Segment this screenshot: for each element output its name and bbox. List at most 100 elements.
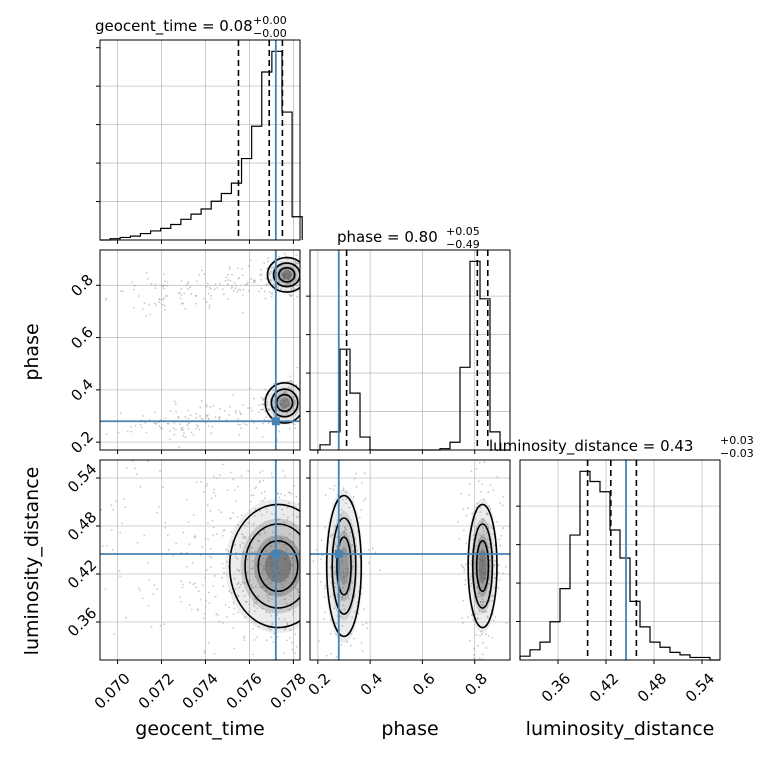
sample-point: [262, 403, 265, 406]
sample-point: [265, 277, 267, 280]
sample-point: [237, 582, 240, 584]
sample-point: [192, 514, 195, 517]
sample-point: [245, 600, 248, 603]
sample-point: [263, 418, 266, 421]
sample-point: [475, 586, 478, 589]
sample-point: [211, 519, 214, 522]
hist-panel-luminosity_distance: 0.36 0.42 0.48 0.54: [516, 459, 721, 706]
sample-point: [218, 509, 220, 512]
density-level-geocent_time_vs_phase-1-3: [279, 397, 290, 409]
sample-point: [211, 426, 214, 428]
sample-point: [319, 580, 322, 583]
sample-point: [330, 535, 332, 538]
sample-point: [362, 608, 365, 611]
sample-point: [333, 607, 336, 610]
sample-point: [242, 590, 244, 592]
sample-point: [147, 562, 149, 564]
sample-point: [158, 298, 161, 300]
sample-point: [265, 639, 268, 642]
sample-point: [329, 567, 332, 569]
sample-point: [478, 461, 481, 464]
sample-point: [129, 426, 132, 428]
sample-point: [285, 398, 288, 401]
sample-point: [353, 610, 356, 613]
sample-point: [252, 653, 255, 656]
scatter-geocent_time_vs_phase-yticklabel-0: 0.2: [67, 428, 97, 458]
sample-point: [271, 561, 273, 563]
sample-point: [105, 297, 108, 300]
sample-point: [209, 547, 212, 550]
sample-point: [80, 639, 82, 641]
sample-point: [258, 540, 261, 542]
sample-point: [240, 474, 243, 477]
contour-phase_vs_luminosity_distance-0-2: [475, 539, 490, 592]
sample-point: [205, 600, 208, 602]
sample-point: [288, 533, 291, 536]
sample-point: [218, 474, 221, 477]
density-level-phase_vs_luminosity_distance-1-1: [330, 511, 358, 621]
sample-point: [481, 483, 484, 486]
sample-point: [271, 476, 274, 479]
sample-point: [258, 404, 261, 406]
contour-geocent_time_vs_luminosity_distance-0-0: [228, 503, 300, 629]
sample-point: [193, 536, 196, 539]
sample-point: [113, 633, 116, 635]
sample-point: [494, 616, 497, 619]
sample-point: [276, 567, 279, 570]
sample-point: [253, 515, 256, 517]
sample-point: [334, 570, 337, 573]
sample-point: [482, 526, 484, 529]
sample-point: [281, 261, 284, 263]
sample-point: [111, 549, 114, 552]
sample-point: [177, 415, 180, 418]
sample-point: [261, 607, 264, 610]
sample-point: [493, 587, 496, 589]
sample-point: [270, 565, 272, 568]
sample-point: [183, 292, 186, 295]
sample-point: [281, 407, 284, 410]
sample-point: [257, 533, 260, 536]
sample-point: [311, 271, 313, 273]
sample-point: [227, 550, 230, 553]
sample-point: [322, 637, 324, 639]
sample-point: [180, 580, 183, 583]
sample-point: [104, 299, 107, 302]
sample-point: [195, 413, 198, 415]
sample-point: [478, 579, 481, 582]
sample-point: [277, 278, 280, 281]
sample-point: [269, 278, 272, 281]
sample-point: [295, 254, 298, 257]
sample-point: [311, 596, 313, 598]
sample-point: [462, 529, 465, 532]
sample-point: [250, 277, 253, 280]
sample-point: [488, 505, 491, 508]
sample-point: [207, 538, 209, 541]
sample-point: [355, 472, 357, 475]
sample-point: [324, 526, 327, 529]
sample-point: [350, 443, 352, 445]
sample-point: [480, 571, 483, 574]
sample-point: [195, 280, 198, 283]
sample-point: [173, 433, 176, 436]
sample-point: [277, 636, 280, 638]
sample-point: [480, 666, 482, 668]
sample-point: [295, 546, 298, 549]
sample-point: [200, 399, 203, 402]
sample-point: [302, 262, 304, 264]
sample-point: [201, 545, 204, 548]
sample-point: [289, 581, 292, 584]
sample-point: [305, 570, 307, 572]
sample-point: [138, 589, 141, 592]
sample-point: [229, 454, 231, 456]
sample-point: [173, 421, 176, 424]
sample-point: [164, 284, 166, 287]
sample-point: [250, 584, 252, 587]
sample-point: [253, 601, 256, 604]
sample-point: [482, 519, 485, 521]
sample-point: [263, 398, 265, 401]
sample-point: [488, 565, 491, 568]
sample-point: [352, 550, 355, 553]
sample-point: [242, 551, 245, 554]
sample-point: [133, 306, 135, 309]
sample-point: [231, 273, 234, 276]
